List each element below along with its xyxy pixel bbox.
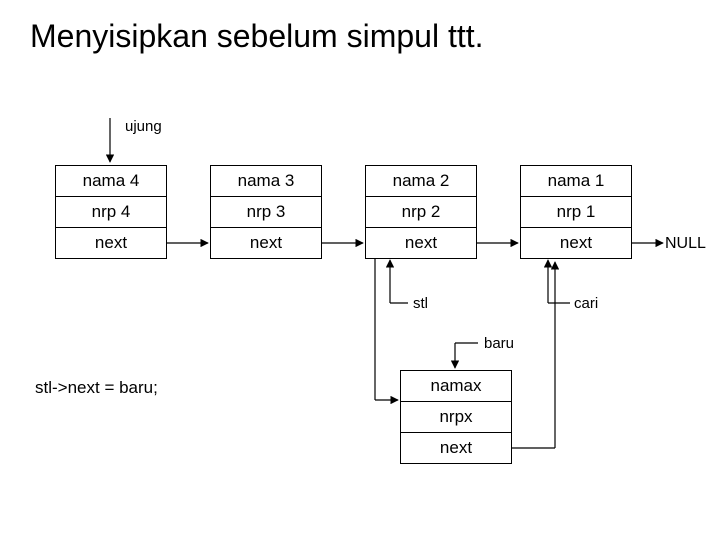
node3-nama: nama 3 [211,166,321,196]
code-statement: stl->next = baru; [35,378,158,398]
label-stl: stl [413,295,428,312]
node3-nrp: nrp 3 [211,196,321,227]
node2-next: next [366,227,476,258]
arrows-layer [0,0,720,540]
node4-nrp: nrp 4 [56,196,166,227]
node1-next: next [521,227,631,258]
node2-nrp: nrp 2 [366,196,476,227]
nodex-nrp: nrpx [401,401,511,432]
node4-nama: nama 4 [56,166,166,196]
node-4: nama 4 nrp 4 next [55,165,167,259]
nodex-next: next [401,432,511,463]
node-2: nama 2 nrp 2 next [365,165,477,259]
node4-next: next [56,227,166,258]
node1-nrp: nrp 1 [521,196,631,227]
page-title: Menyisipkan sebelum simpul ttt. [30,18,484,55]
node-1: nama 1 nrp 1 next [520,165,632,259]
label-baru: baru [484,335,514,352]
nodex-nama: namax [401,371,511,401]
label-cari: cari [574,295,598,312]
label-null: NULL [665,235,706,253]
node-x: namax nrpx next [400,370,512,464]
node1-nama: nama 1 [521,166,631,196]
diagram-canvas: Menyisipkan sebelum simpul ttt. ujung na… [0,0,720,540]
node3-next: next [211,227,321,258]
node2-nama: nama 2 [366,166,476,196]
node-3: nama 3 nrp 3 next [210,165,322,259]
label-ujung: ujung [125,118,162,135]
